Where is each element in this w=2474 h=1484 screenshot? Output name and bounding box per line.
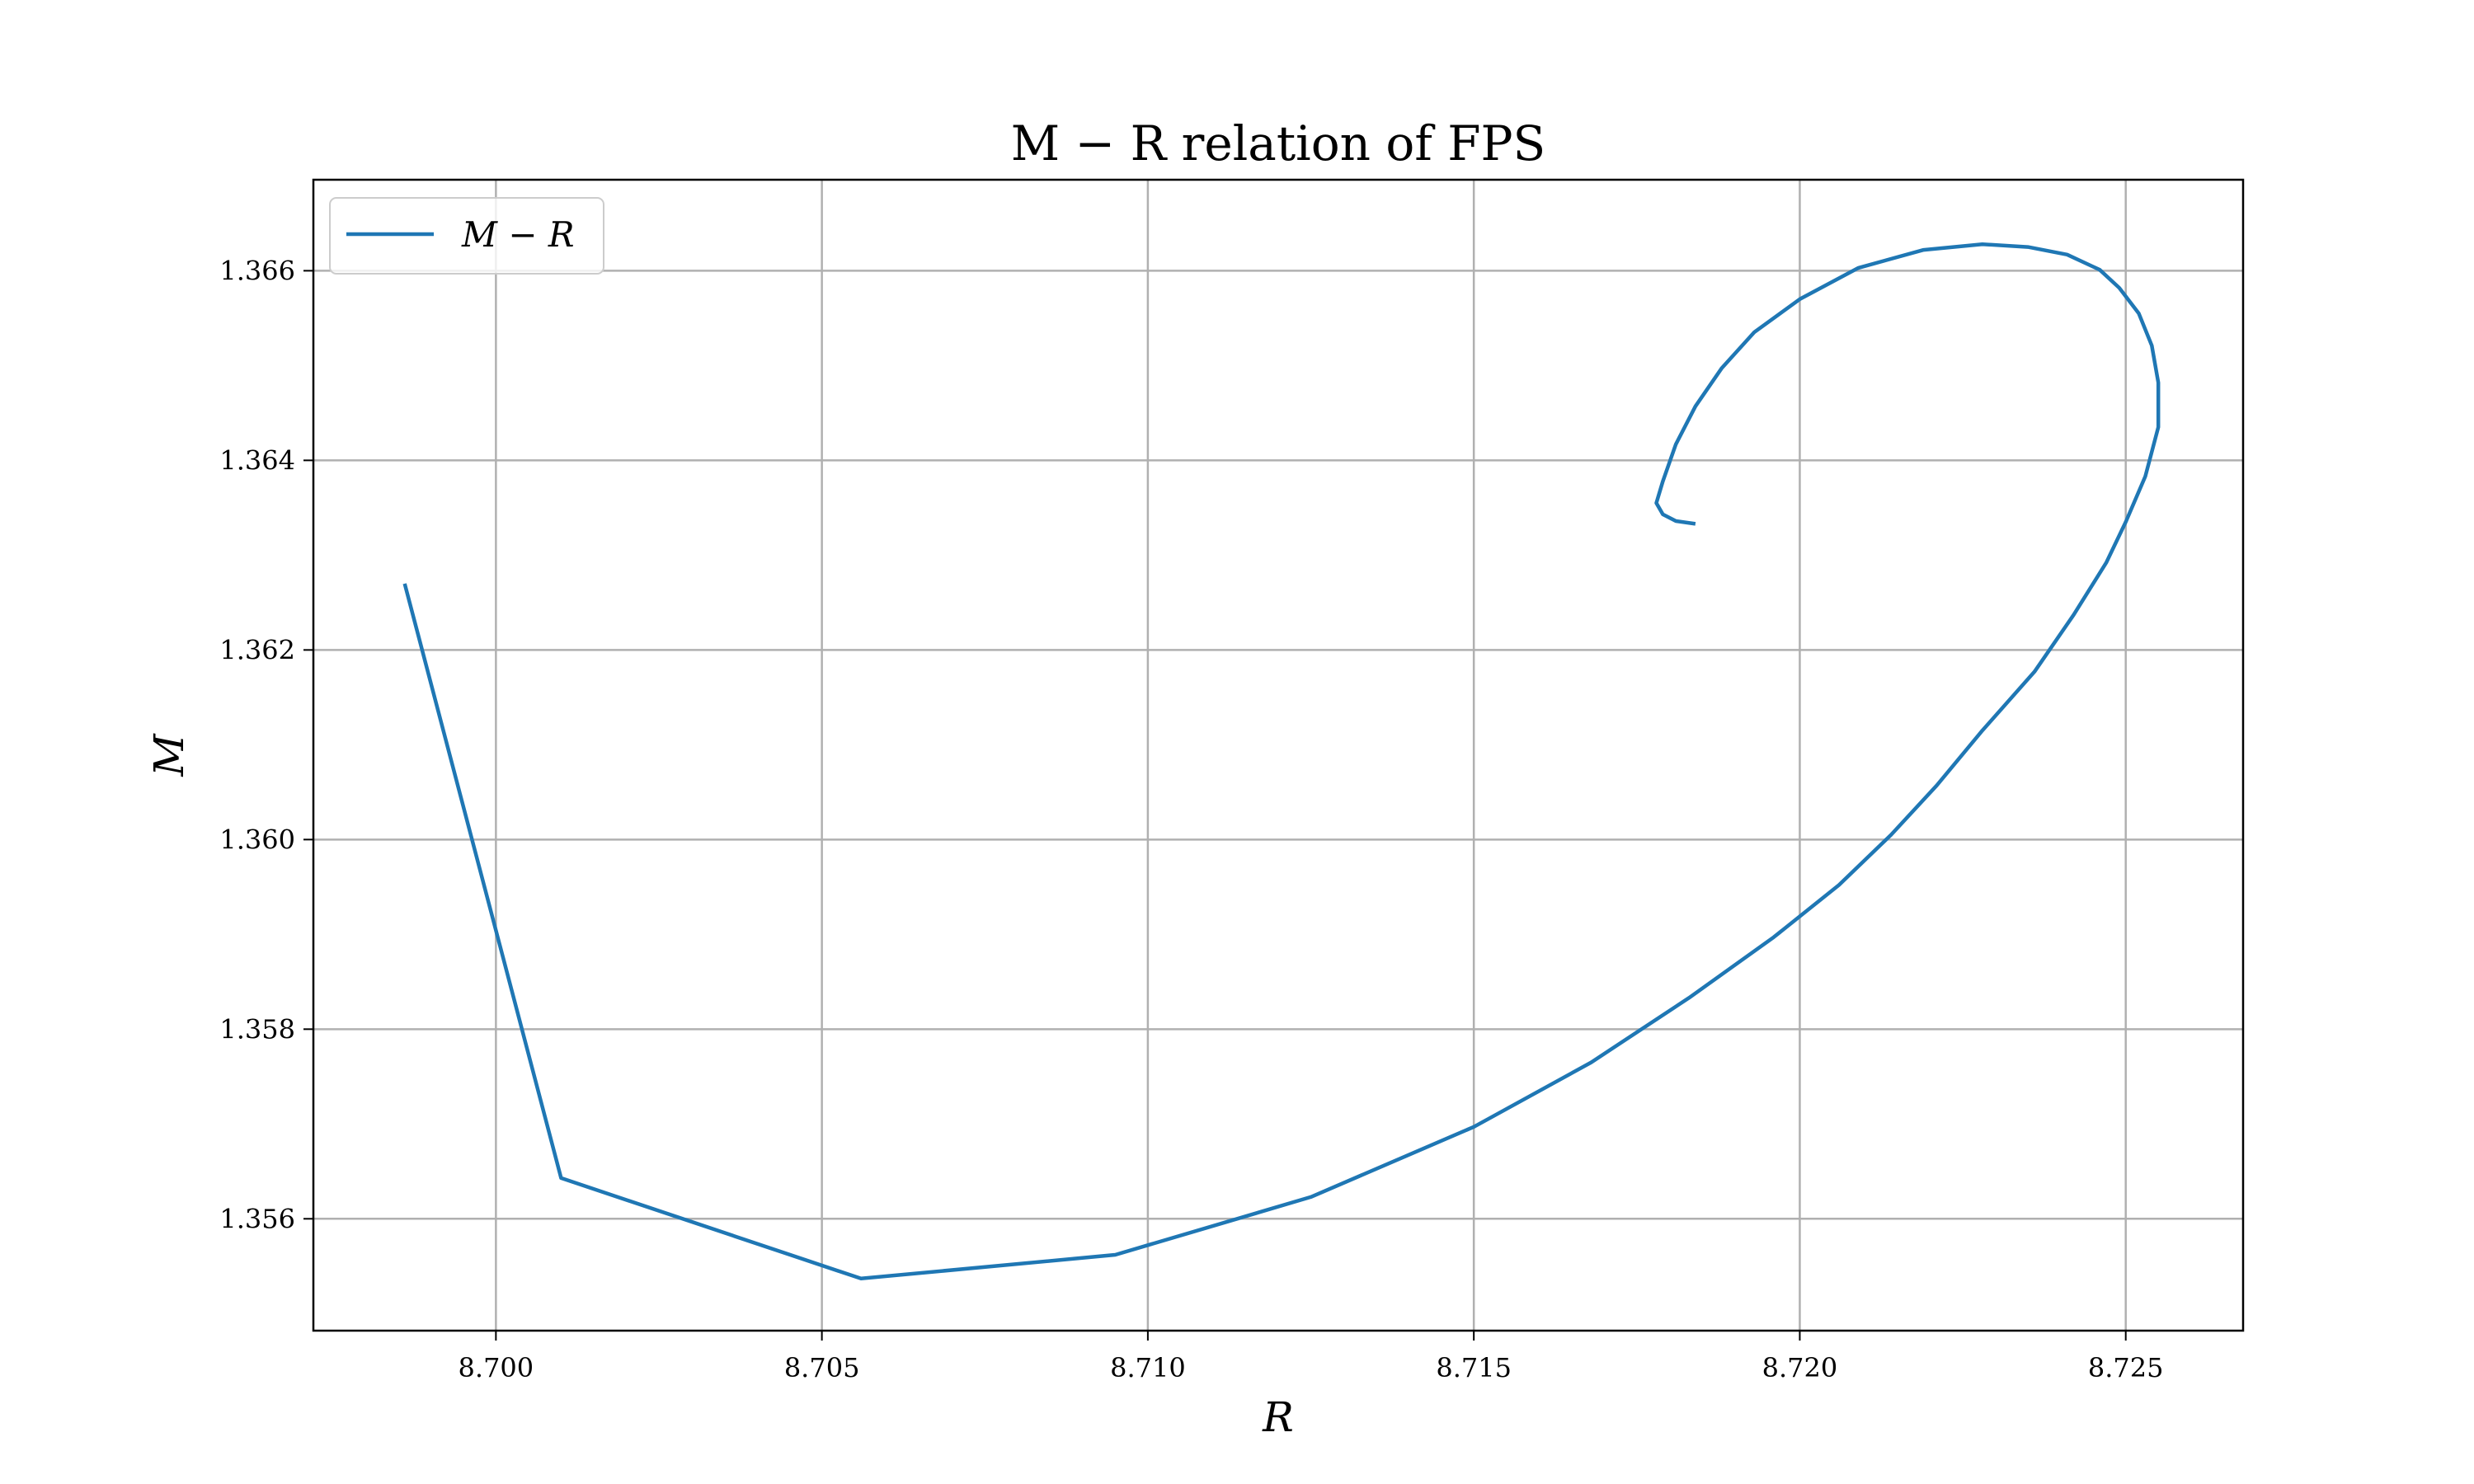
y-axis-label: M xyxy=(145,733,193,777)
x-tick-label: 8.720 xyxy=(1762,1352,1838,1383)
y-tick-label: 1.364 xyxy=(219,444,295,476)
y-tick-label: 1.362 xyxy=(219,634,295,665)
x-tick-label: 8.715 xyxy=(1436,1352,1512,1383)
grid xyxy=(313,180,2243,1331)
series-layer xyxy=(402,242,2161,1281)
x-tick-label: 8.700 xyxy=(459,1352,534,1383)
legend-box xyxy=(329,197,604,275)
legend: M − R xyxy=(329,197,604,275)
chart-title: M − R relation of FPS xyxy=(1011,115,1546,171)
series-line xyxy=(402,242,2161,1281)
y-tick-label: 1.360 xyxy=(219,824,295,855)
plot-frame xyxy=(312,178,2245,1332)
x-tick-label: 8.710 xyxy=(1110,1352,1186,1383)
y-tick-label: 1.358 xyxy=(219,1013,295,1045)
ticks: 8.700 8.705 8.710 8.715 8.720 8.725 1.356 1.358… xyxy=(219,255,2163,1383)
y-tick-label: 1.356 xyxy=(219,1203,295,1234)
y-tick-label: 1.366 xyxy=(219,255,295,286)
legend-label: M − R xyxy=(461,214,575,255)
x-tick-label: 8.725 xyxy=(2088,1352,2164,1383)
x-axis-label: R xyxy=(1262,1393,1294,1441)
x-tick-label: 8.705 xyxy=(784,1352,860,1383)
